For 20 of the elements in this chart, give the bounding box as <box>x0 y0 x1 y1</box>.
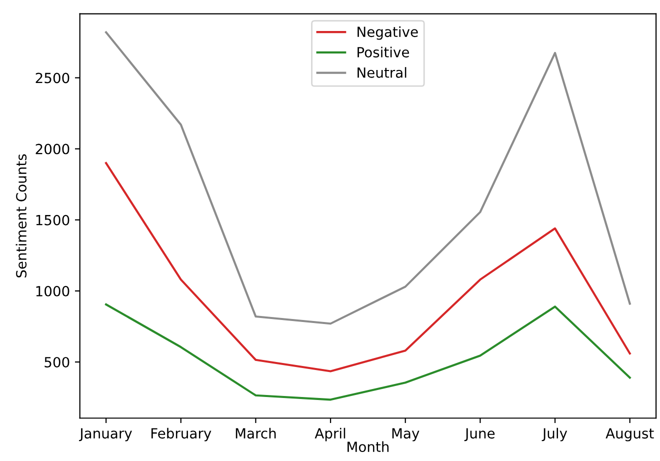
x-tick-label: August <box>606 428 654 442</box>
legend-label: Positive <box>358 46 410 58</box>
y-tick-label: 2500 <box>36 72 70 84</box>
y-tick-label: 1500 <box>36 214 70 226</box>
legend-label: Negative <box>358 26 418 40</box>
y-tick-label: 500 <box>44 356 70 368</box>
x-tick-label: January <box>79 428 132 442</box>
x-tick-label: July <box>542 428 568 442</box>
y-tick-label: 1000 <box>36 286 70 296</box>
x-tick-label: May <box>392 428 420 442</box>
x-tick-label: February <box>151 428 212 442</box>
line-series <box>105 162 631 372</box>
line-series <box>105 303 631 401</box>
y-axis-title: Sentiment Counts <box>16 154 27 278</box>
x-tick-label: June <box>464 428 495 442</box>
legend-label: Neutral <box>358 67 406 78</box>
x-tick-label: April <box>314 428 346 442</box>
x-tick-label: March <box>236 428 276 439</box>
x-axis-title: Month <box>348 441 389 452</box>
y-tick-label: 2000 <box>36 144 70 154</box>
